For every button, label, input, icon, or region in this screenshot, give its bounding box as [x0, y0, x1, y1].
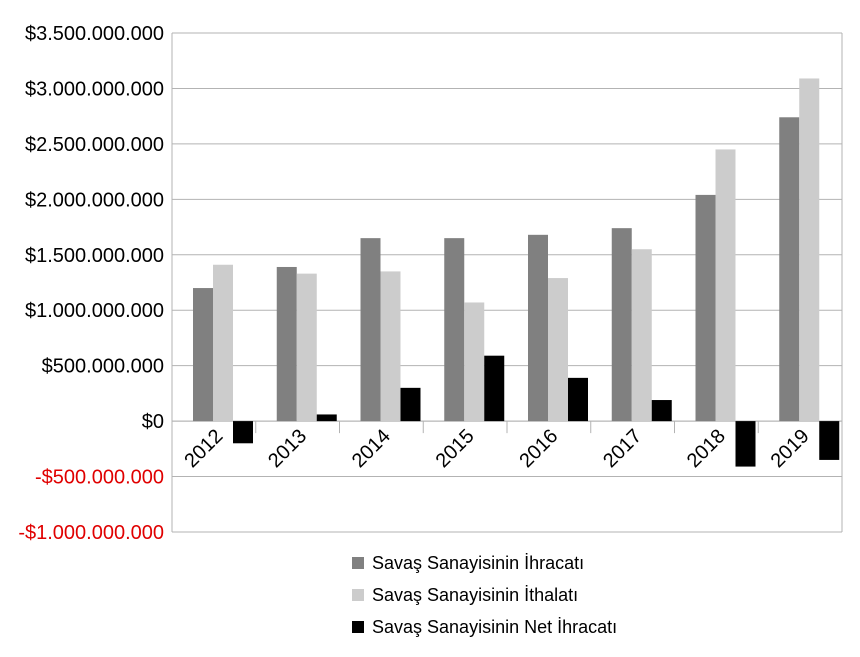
bar-imports-2016	[548, 278, 568, 422]
legend-swatch	[352, 557, 364, 569]
x-tick-label: 2015	[432, 425, 479, 472]
bar-exports-2018	[695, 194, 716, 422]
bar-imports-2015	[464, 302, 485, 422]
bar-imports-2014	[380, 271, 401, 422]
y-tick-label: -$1.000.000.000	[18, 522, 164, 544]
bar-net-exports-2013	[316, 414, 337, 422]
bar-net-exports-2012	[233, 421, 253, 444]
y-tick-label: $3.500.000.000	[25, 23, 164, 45]
bar-imports-2013	[296, 273, 317, 422]
x-tick-label: 2014	[348, 425, 395, 472]
bar-net-exports-2014	[400, 387, 421, 422]
bar-exports-2012	[193, 288, 213, 422]
bar-exports-2015	[444, 238, 465, 422]
bar-exports-2014	[360, 238, 381, 422]
bar-net-exports-2017	[651, 400, 672, 422]
legend-label: Savaş Sanayisinin Net İhracatı	[372, 617, 617, 637]
bar-imports-2017	[631, 249, 652, 422]
y-axis-tick-labels: $3.500.000.000 $3.000.000.000 $2.500.000.0…	[18, 23, 164, 544]
y-tick-label: $2.500.000.000	[25, 134, 164, 156]
x-tick-label: 2016	[515, 425, 562, 472]
x-axis-tick-labels: 2012 2013 2014 2015 2016 2017 2018 2019	[180, 425, 813, 472]
x-tick-label: 2017	[599, 425, 646, 472]
bar-net-exports-2019	[819, 421, 840, 460]
x-tick-label: 2012	[180, 425, 227, 472]
x-tick-label: 2013	[264, 425, 311, 472]
bar-exports-2013	[276, 266, 297, 422]
bar-net-exports-2015	[484, 355, 505, 422]
y-tick-label: $1.500.000.000	[25, 245, 164, 267]
y-tick-label: $1.000.000.000	[25, 300, 164, 322]
legend-label: Savaş Sanayisinin İhracatı	[372, 553, 584, 573]
y-tick-label: $2.000.000.000	[25, 189, 164, 211]
bar-net-exports-2018	[735, 421, 756, 467]
bar-exports-2019	[779, 117, 800, 422]
bar-exports-2017	[611, 228, 632, 422]
legend-swatch	[352, 589, 364, 601]
legend-swatch	[352, 621, 364, 633]
y-tick-label: $0	[142, 411, 164, 433]
legend-label: Savaş Sanayisinin İthalatı	[372, 585, 578, 605]
x-tick-label: 2018	[683, 425, 730, 472]
y-tick-label: $500.000.000	[42, 356, 164, 378]
x-tick-label: 2019	[767, 425, 814, 472]
bar-imports-2019	[799, 78, 820, 422]
legend: Savaş Sanayisinin İhracatı Savaş Sanayisi…	[352, 553, 617, 637]
bar-net-exports-2016	[568, 377, 588, 422]
bars	[193, 78, 840, 467]
y-tick-label: -$500.000.000	[35, 467, 164, 489]
bar-exports-2016	[528, 234, 548, 422]
bar-imports-2012	[213, 264, 233, 422]
y-tick-label: $3.000.000.000	[25, 78, 164, 100]
bar-imports-2018	[715, 149, 736, 422]
